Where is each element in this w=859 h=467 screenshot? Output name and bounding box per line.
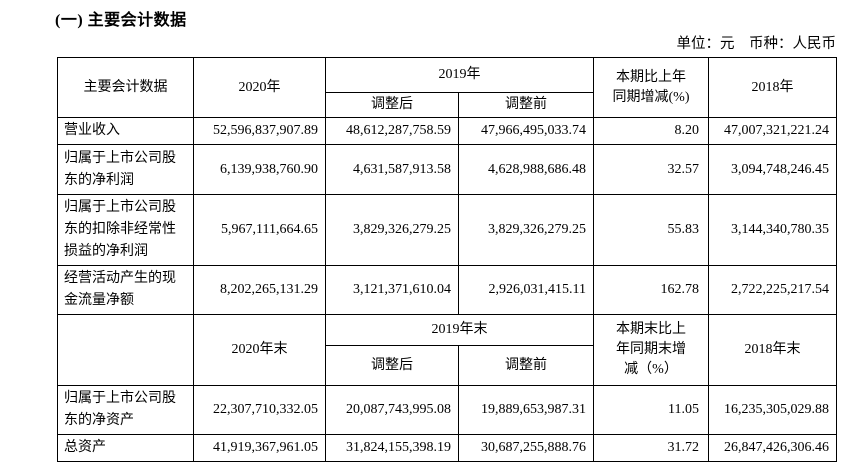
header-year-2019-group: 2019年 — [325, 57, 594, 93]
yoy-end-change-line-2: 年同期末增 — [616, 342, 686, 357]
cell-2019-after: 3,829,326,279.25 — [325, 194, 459, 266]
cell-change: 31.72 — [593, 434, 709, 462]
yoy-change-line-1: 本期比上年 — [616, 69, 686, 85]
cell-2020: 52,596,837,907.89 — [193, 117, 326, 145]
row-label: 营业收入 — [57, 117, 194, 145]
cell-2019-after: 31,824,155,398.19 — [325, 434, 459, 462]
header-adjusted-before: 调整前 — [458, 92, 594, 118]
yoy-change-line-2: 同期增减(%) — [612, 89, 690, 105]
cell-change: 32.57 — [593, 144, 709, 195]
cell-2018: 3,094,748,246.45 — [708, 144, 837, 195]
header-year-end-2020: 2020年末 — [193, 314, 326, 386]
cell-2019-before: 2,926,031,415.11 — [458, 265, 594, 315]
cell-2018: 2,722,225,217.54 — [708, 265, 837, 315]
yoy-end-change-line-1: 本期末比上 — [616, 322, 686, 337]
table-row-net-profit: 归属于上市公司股东的净利润 6,139,938,760.90 4,631,587… — [57, 144, 837, 195]
cell-change: 11.05 — [593, 385, 709, 435]
header-year-end-2018: 2018年末 — [708, 314, 837, 386]
table-row-revenue: 营业收入 52,596,837,907.89 48,612,287,758.59… — [57, 117, 837, 145]
cell-2020: 6,139,938,760.90 — [193, 144, 326, 195]
section2-header-empty-cell — [57, 314, 194, 386]
cell-2019-after: 3,121,371,610.04 — [325, 265, 459, 315]
cell-2019-before: 47,966,495,033.74 — [458, 117, 594, 145]
row-label: 总资产 — [57, 434, 194, 462]
cell-change: 55.83 — [593, 194, 709, 266]
row-label: 经营活动产生的现金流量净额 — [57, 265, 194, 315]
row-label: 归属于上市公司股东的净利润 — [57, 144, 194, 195]
cell-2018: 16,235,305,029.88 — [708, 385, 837, 435]
yoy-end-change-line-3: 减（%） — [624, 362, 678, 377]
table-row-deducted-net-profit: 归属于上市公司股东的扣除非经常性损益的净利润 5,967,111,664.65 … — [57, 194, 837, 266]
table-row-net-assets: 归属于上市公司股东的净资产 22,307,710,332.05 20,087,7… — [57, 385, 837, 435]
header-yoy-change: 本期比上年 同期增减(%) — [593, 57, 709, 118]
cell-2020: 22,307,710,332.05 — [193, 385, 326, 435]
cell-change: 8.20 — [593, 117, 709, 145]
cell-2018: 47,007,321,221.24 — [708, 117, 837, 145]
table-row-total-assets: 总资产 41,919,367,961.05 31,824,155,398.19 … — [57, 434, 837, 462]
table-row-operating-cash-flow: 经营活动产生的现金流量净额 8,202,265,131.29 3,121,371… — [57, 265, 837, 315]
header-year-2018: 2018年 — [708, 57, 837, 118]
header-end-adjusted-after: 调整后 — [325, 345, 459, 386]
unit-currency-note: 单位：元 币种：人民币 — [676, 36, 837, 52]
header-year-2020: 2020年 — [193, 57, 326, 118]
cell-2019-before: 30,687,255,888.76 — [458, 434, 594, 462]
header-main-indicator: 主要会计数据 — [57, 57, 194, 118]
cell-2020: 41,919,367,961.05 — [193, 434, 326, 462]
cell-2019-after: 4,631,587,913.58 — [325, 144, 459, 195]
section-title: (一) 主要会计数据 — [55, 12, 187, 29]
accounting-table: 主要会计数据 2020年 2019年 本期比上年 同期增减(%) 2018年 调… — [57, 57, 837, 462]
cell-2019-before: 19,889,653,987.31 — [458, 385, 594, 435]
row-label: 归属于上市公司股东的净资产 — [57, 385, 194, 435]
cell-2019-before: 4,628,988,686.48 — [458, 144, 594, 195]
header-year-end-2019-group: 2019年末 — [325, 314, 594, 346]
cell-2018: 3,144,340,780.35 — [708, 194, 837, 266]
cell-2019-after: 20,087,743,995.08 — [325, 385, 459, 435]
cell-2020: 5,967,111,664.65 — [193, 194, 326, 266]
cell-2019-after: 48,612,287,758.59 — [325, 117, 459, 145]
cell-2018: 26,847,426,306.46 — [708, 434, 837, 462]
row-label: 归属于上市公司股东的扣除非经常性损益的净利润 — [57, 194, 194, 266]
header-yoy-end-change: 本期末比上 年同期末增 减（%） — [593, 314, 709, 386]
header-end-adjusted-before: 调整前 — [458, 345, 594, 386]
header-adjusted-after: 调整后 — [325, 92, 459, 118]
cell-change: 162.78 — [593, 265, 709, 315]
cell-2019-before: 3,829,326,279.25 — [458, 194, 594, 266]
cell-2020: 8,202,265,131.29 — [193, 265, 326, 315]
